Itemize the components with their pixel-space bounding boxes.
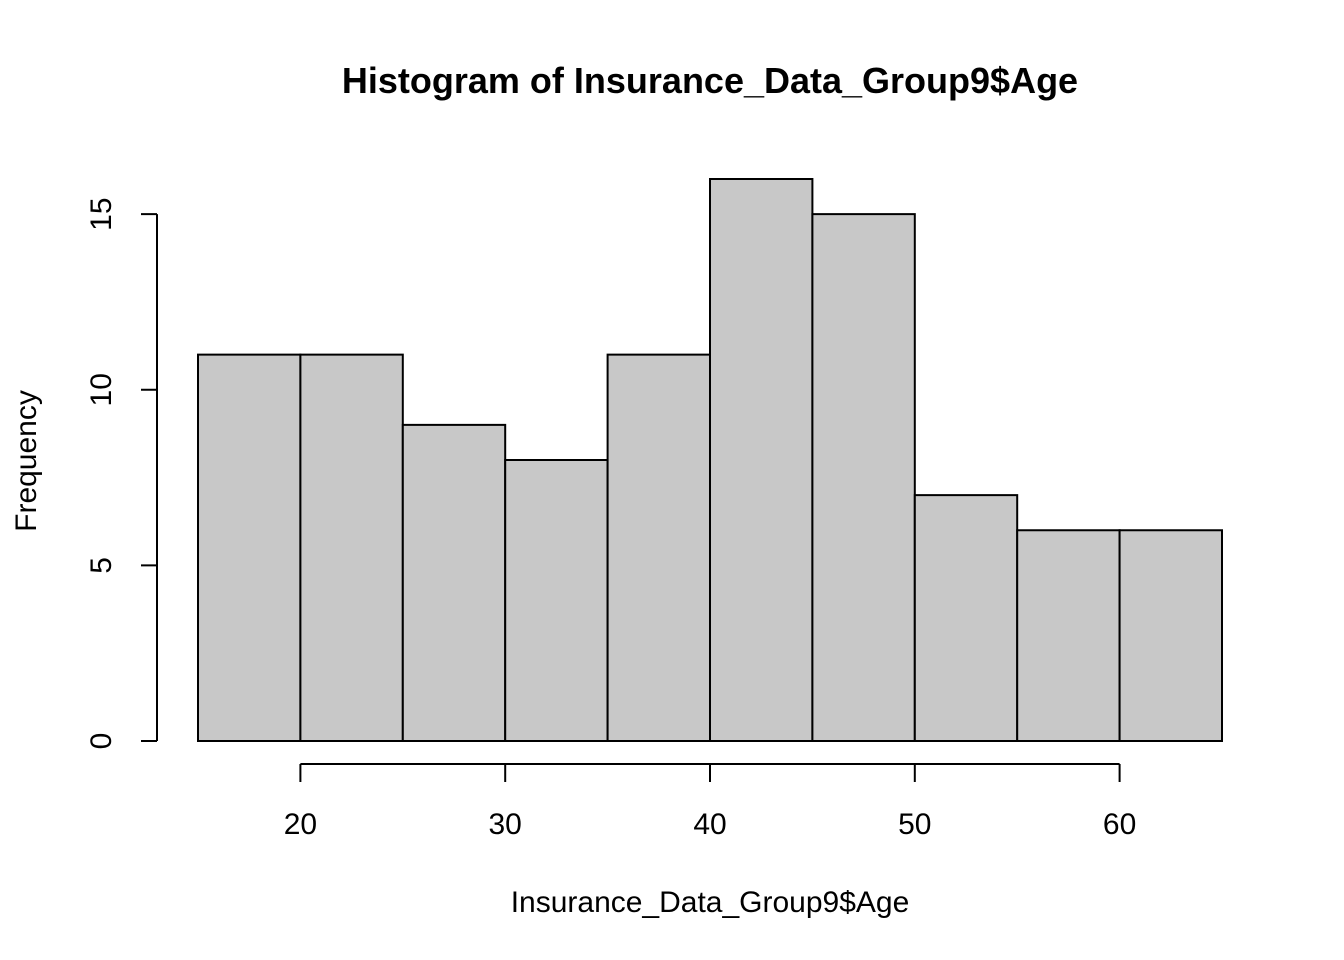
histogram-bar-6: [811, 213, 916, 742]
y-axis-label: Frequency: [10, 390, 43, 532]
x-tick-label: 50: [898, 808, 931, 841]
x-axis-label: Insurance_Data_Group9$Age: [511, 886, 910, 919]
y-tick-label: 5: [85, 557, 118, 574]
histogram-bar-9: [1118, 529, 1223, 742]
y-axis: 0 5 10 15: [85, 197, 158, 750]
histogram-bar-7: [913, 494, 1019, 742]
bars-layer: [197, 178, 1223, 742]
x-tick-label: 30: [489, 808, 522, 841]
chart-title: Histogram of Insurance_Data_Group9$Age: [342, 60, 1078, 101]
histogram-bar-4: [606, 353, 711, 742]
x-tick-label: 60: [1103, 808, 1136, 841]
histogram-bar-8: [1016, 529, 1121, 742]
x-tick-label: 20: [284, 808, 317, 841]
y-tick-label: 15: [85, 197, 118, 230]
y-tick-label: 0: [85, 733, 118, 750]
histogram-bar-3: [504, 459, 609, 742]
histogram-bar-2: [401, 423, 507, 742]
histogram-bar-0: [197, 353, 302, 742]
histogram-bar-5: [709, 178, 814, 742]
y-tick-label: 10: [85, 373, 118, 406]
histogram-bar-1: [299, 353, 404, 742]
x-axis: 20 30 40 50 60: [284, 763, 1136, 841]
x-tick-label: 40: [693, 808, 726, 841]
